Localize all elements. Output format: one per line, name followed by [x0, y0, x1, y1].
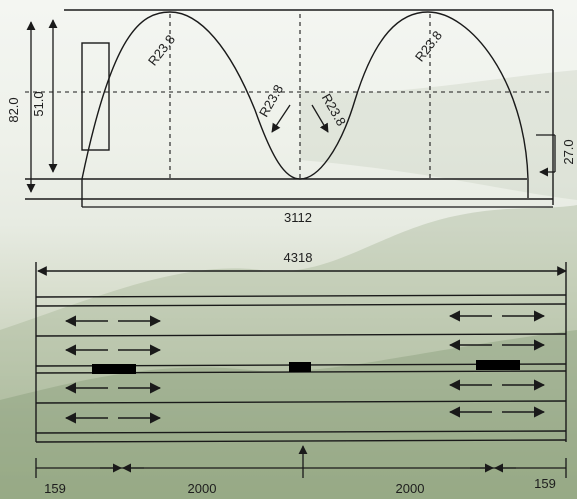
dim-3112-label: 3112 — [284, 210, 312, 225]
profile-left-tab — [81, 42, 110, 151]
dim-4318-label: 4318 — [284, 250, 313, 265]
radius-label-trough-left: R23.8 — [256, 82, 286, 120]
profile-dimensions — [26, 19, 556, 208]
profile-view — [25, 9, 554, 207]
dim-82-label: 82.0 — [6, 97, 21, 122]
strip-line-3 — [35, 333, 567, 337]
direction-arrows-left — [64, 315, 162, 424]
direction-arrows-right — [448, 310, 546, 418]
strip-line-1 — [35, 294, 567, 298]
connector-block-left — [92, 364, 136, 374]
segment-label-1: 159 — [44, 481, 66, 496]
strip-line-2 — [35, 303, 567, 307]
segment-label-4: 159 — [534, 476, 556, 491]
sine-wave — [81, 11, 529, 198]
strip-line-7 — [35, 430, 567, 434]
radius-label-crest-1: R23.8 — [145, 32, 178, 69]
connector-blocks — [92, 360, 520, 374]
segment-label-3: 2000 — [396, 481, 425, 496]
connector-block-right — [476, 360, 520, 370]
connector-block-center — [289, 362, 311, 372]
radius-arrow-right — [311, 104, 329, 133]
strip-line-8 — [35, 439, 567, 443]
segment-dimensions — [35, 445, 567, 478]
plan-labels: 4318 159 2000 2000 159 — [44, 250, 556, 496]
plan-view — [35, 262, 567, 443]
profile-labels: 82.0 51.0 27.0 3112 R23.8 R23.8 R23.8 R2… — [6, 28, 576, 225]
radius-arrow-left — [271, 104, 291, 133]
segment-label-2: 2000 — [188, 481, 217, 496]
radius-label-crest-2: R23.8 — [412, 28, 445, 65]
dim-51-label: 51.0 — [31, 91, 46, 116]
strip-line-6 — [35, 400, 567, 404]
dim-27-label: 27.0 — [561, 139, 576, 164]
